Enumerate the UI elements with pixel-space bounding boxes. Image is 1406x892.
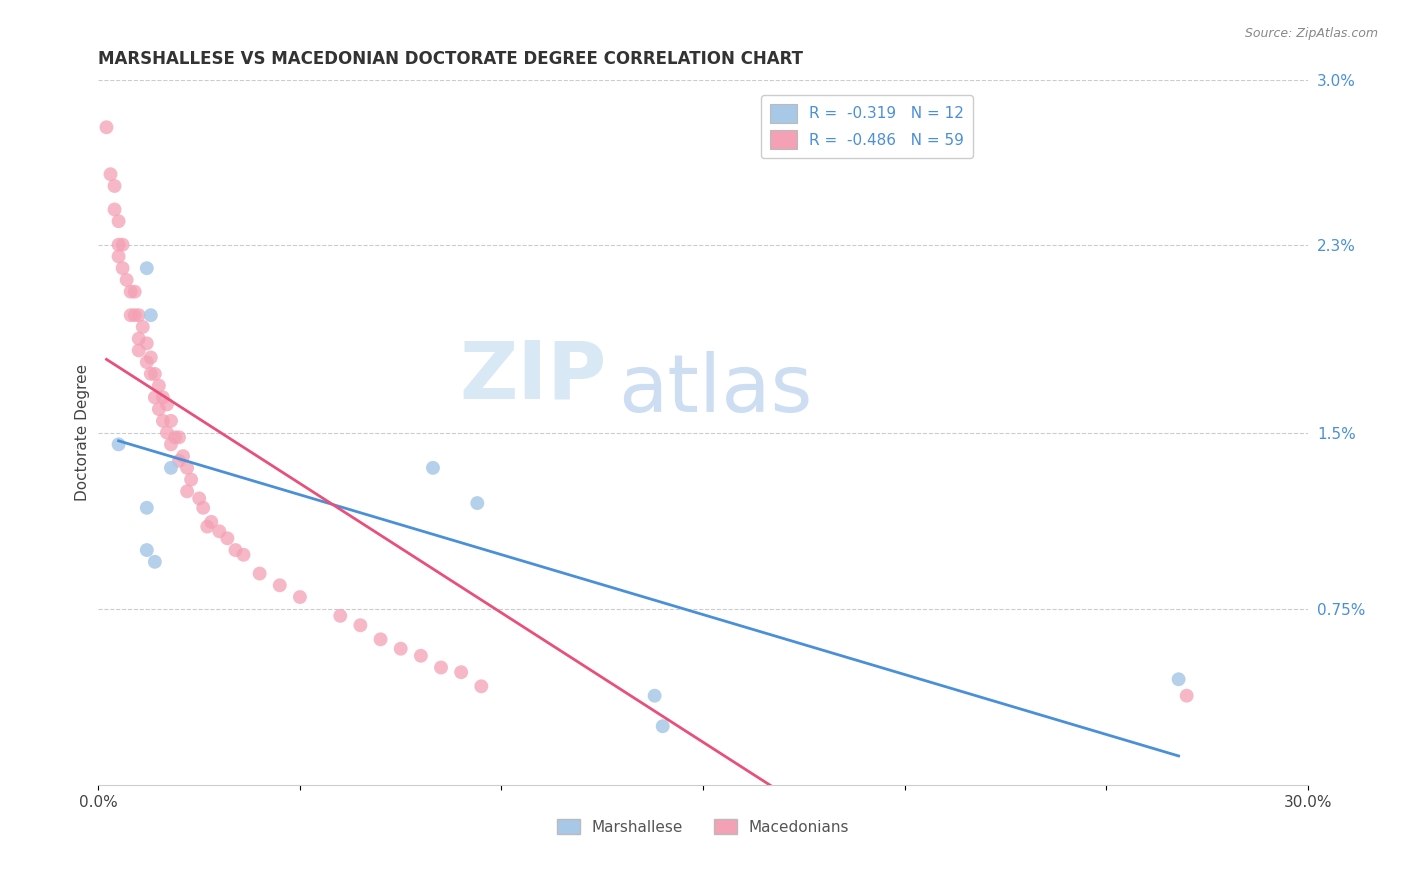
Point: [135, 500, 157, 515]
Point: [156, 425, 179, 440]
Point: [1175, 689, 1198, 703]
Point: [389, 641, 412, 656]
Point: [249, 566, 271, 581]
Point: [370, 632, 392, 647]
Point: [139, 367, 162, 381]
Point: [135, 355, 157, 369]
Point: [1167, 673, 1189, 687]
Text: Source: ZipAtlas.com: Source: ZipAtlas.com: [1244, 27, 1378, 40]
Point: [107, 250, 129, 264]
Point: [120, 308, 142, 322]
Point: [193, 500, 215, 515]
Point: [167, 430, 190, 444]
Legend: Marshallese, Macedonians: Marshallese, Macedonians: [551, 813, 855, 841]
Point: [349, 618, 371, 632]
Point: [139, 308, 162, 322]
Point: [176, 484, 198, 499]
Point: [180, 473, 202, 487]
Point: [200, 515, 222, 529]
Point: [269, 578, 291, 592]
Point: [148, 378, 170, 392]
Point: [208, 524, 231, 539]
Point: [128, 343, 150, 358]
Point: [651, 719, 673, 733]
Point: [422, 460, 444, 475]
Point: [167, 454, 190, 468]
Point: [115, 273, 138, 287]
Point: [111, 237, 134, 252]
Point: [163, 430, 186, 444]
Point: [160, 460, 183, 475]
Point: [111, 261, 134, 276]
Point: [232, 548, 254, 562]
Point: [124, 308, 146, 322]
Point: [143, 367, 166, 381]
Point: [107, 437, 129, 451]
Point: [172, 449, 194, 463]
Point: [188, 491, 211, 506]
Point: [470, 679, 492, 693]
Point: [96, 120, 118, 135]
Point: [152, 414, 174, 428]
Point: [103, 178, 125, 194]
Point: [135, 543, 157, 558]
Point: [409, 648, 432, 663]
Point: [195, 519, 218, 533]
Text: atlas: atlas: [619, 351, 813, 429]
Point: [135, 261, 157, 276]
Point: [128, 332, 150, 346]
Text: ZIP: ZIP: [458, 337, 606, 416]
Point: [450, 665, 472, 680]
Point: [329, 608, 352, 623]
Point: [644, 689, 666, 703]
Point: [120, 285, 142, 299]
Point: [160, 414, 183, 428]
Point: [128, 308, 150, 322]
Point: [139, 351, 162, 365]
Point: [132, 320, 155, 334]
Point: [107, 237, 129, 252]
Point: [148, 402, 170, 417]
Point: [135, 336, 157, 351]
Point: [100, 167, 122, 181]
Point: [465, 496, 488, 510]
Point: [124, 285, 146, 299]
Point: [107, 214, 129, 228]
Point: [217, 532, 239, 546]
Point: [160, 437, 183, 451]
Point: [288, 590, 311, 604]
Point: [143, 391, 166, 405]
Point: [152, 391, 174, 405]
Y-axis label: Doctorate Degree: Doctorate Degree: [75, 364, 90, 501]
Point: [224, 543, 246, 558]
Point: [103, 202, 125, 217]
Point: [176, 460, 198, 475]
Point: [143, 555, 166, 569]
Text: MARSHALLESE VS MACEDONIAN DOCTORATE DEGREE CORRELATION CHART: MARSHALLESE VS MACEDONIAN DOCTORATE DEGR…: [98, 50, 803, 68]
Point: [156, 397, 179, 411]
Point: [430, 660, 453, 674]
